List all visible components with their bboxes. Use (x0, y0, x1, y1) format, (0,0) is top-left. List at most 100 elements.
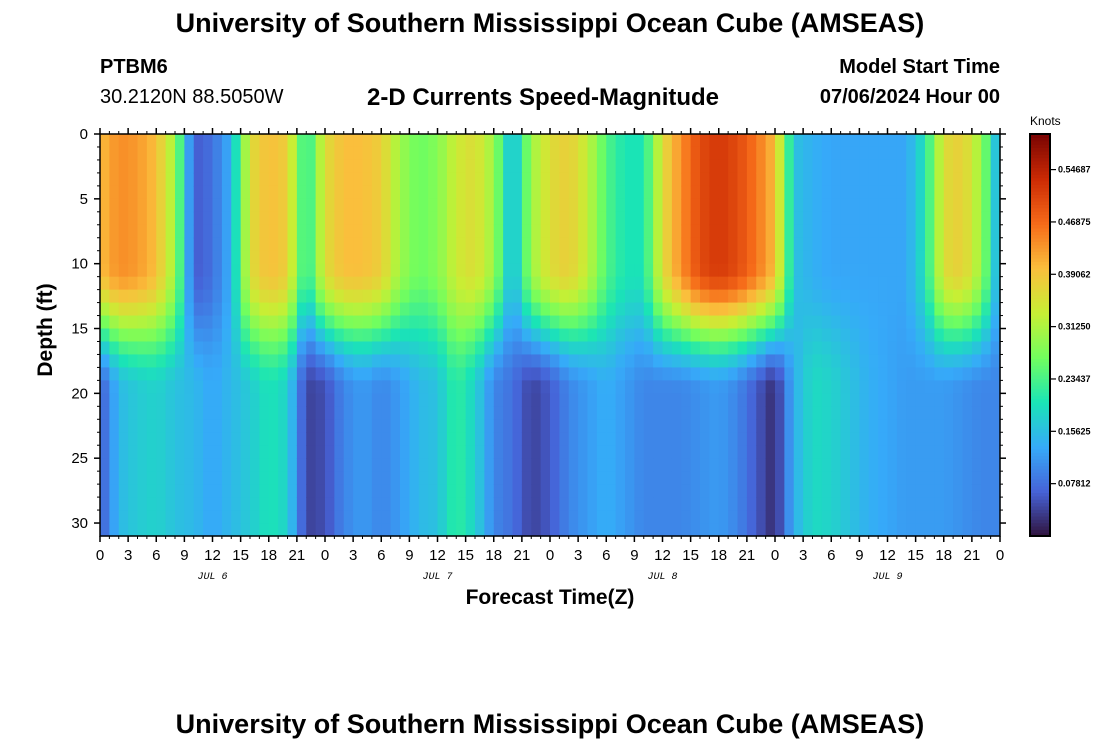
heatmap-cell (840, 172, 851, 187)
heatmap-cell (456, 497, 467, 511)
heatmap-cell (606, 302, 617, 317)
heatmap-cell (278, 146, 289, 161)
x-tick-label: 12 (654, 547, 671, 564)
heatmap-cell (662, 484, 673, 498)
heatmap-cell (362, 380, 373, 394)
heatmap-cell (221, 198, 232, 213)
heatmap-cell (625, 250, 635, 265)
heatmap-cell (334, 172, 345, 187)
heatmap-cell (231, 185, 242, 200)
heatmap-cell (615, 276, 626, 291)
heatmap-cell (400, 250, 410, 265)
heatmap-cell (793, 328, 804, 343)
heatmap-cell (671, 211, 682, 226)
heatmap-cell (146, 315, 157, 330)
heatmap-cell (756, 328, 767, 343)
heatmap-cell (371, 406, 382, 420)
heatmap-cell (109, 497, 120, 511)
heatmap-cell (203, 510, 214, 524)
heatmap-cell (784, 185, 795, 200)
heatmap-cell (915, 523, 926, 537)
heatmap-cell (250, 497, 260, 511)
heatmap-cell (643, 471, 654, 485)
heatmap-cell (531, 250, 542, 265)
heatmap-cell (362, 458, 373, 472)
heatmap-cell (325, 224, 335, 239)
heatmap-cell (306, 172, 317, 187)
heatmap-cell (681, 341, 692, 356)
colorbar-segment (1030, 341, 1050, 346)
heatmap-cell (662, 276, 673, 291)
heatmap-cell (221, 172, 232, 187)
heatmap-cell (175, 458, 185, 472)
heatmap-cell (568, 497, 579, 511)
heatmap-cell (906, 276, 917, 291)
heatmap-cell (465, 224, 476, 239)
heatmap-cell (437, 315, 448, 330)
heatmap-cell (100, 458, 110, 472)
heatmap-cell (906, 523, 917, 537)
heatmap-cell (531, 497, 542, 511)
heatmap-cell (700, 484, 710, 498)
heatmap-cell (437, 276, 448, 291)
heatmap-cell (456, 458, 467, 472)
heatmap-cell (531, 146, 542, 161)
heatmap-cell (118, 497, 129, 511)
heatmap-cell (653, 510, 664, 524)
heatmap-cell (315, 172, 326, 187)
colorbar-segment (1030, 284, 1050, 289)
heatmap-cell (615, 393, 626, 407)
heatmap-cell (793, 393, 804, 407)
heatmap-cell (390, 523, 401, 537)
heatmap-cell (231, 250, 242, 265)
heatmap-cell (793, 497, 804, 511)
heatmap-cell (268, 302, 279, 317)
heatmap-cell (109, 315, 120, 330)
colorbar-segment (1030, 482, 1050, 487)
heatmap-cell (484, 198, 495, 213)
heatmap-cell (943, 510, 954, 524)
heatmap-cell (700, 367, 710, 381)
heatmap-cell (831, 315, 842, 330)
heatmap-cell (915, 134, 926, 148)
heatmap-cell (709, 419, 720, 433)
heatmap-cell (906, 328, 917, 343)
heatmap-cell (681, 445, 692, 459)
heatmap-cell (296, 224, 307, 239)
heatmap-cell (906, 134, 917, 148)
heatmap-cell (165, 159, 176, 174)
heatmap-cell (700, 159, 710, 174)
heatmap-cell (231, 367, 242, 381)
heatmap-cell (409, 406, 420, 420)
heatmap-cell (325, 406, 335, 420)
heatmap-cell (156, 159, 167, 174)
heatmap-cell (231, 341, 242, 356)
heatmap-cell (709, 510, 720, 524)
heatmap-cell (990, 237, 1001, 252)
heatmap-cell (296, 328, 307, 343)
heatmap-cell (728, 263, 739, 278)
heatmap-cell (878, 276, 889, 291)
heatmap-cell (175, 315, 185, 330)
heatmap-cell (259, 380, 270, 394)
heatmap-cell (953, 159, 964, 174)
heatmap-cell (821, 523, 832, 537)
heatmap-cell (765, 185, 776, 200)
heatmap-cell (484, 380, 495, 394)
heatmap-cell (550, 224, 560, 239)
heatmap-cell (175, 302, 185, 317)
x-tick-label: 3 (799, 547, 807, 564)
heatmap-cell (231, 484, 242, 498)
heatmap-cell (578, 198, 589, 213)
heatmap-cell (550, 510, 560, 524)
heatmap-cell (990, 484, 1001, 498)
heatmap-cell (353, 510, 364, 524)
heatmap-cell (812, 263, 823, 278)
x-tick-label: 18 (935, 547, 952, 564)
heatmap-cell (550, 445, 560, 459)
heatmap-cell (681, 302, 692, 317)
heatmap-cell (381, 419, 392, 433)
heatmap-cell (962, 276, 973, 291)
heatmap-cell (756, 237, 767, 252)
heatmap-cell (962, 393, 973, 407)
